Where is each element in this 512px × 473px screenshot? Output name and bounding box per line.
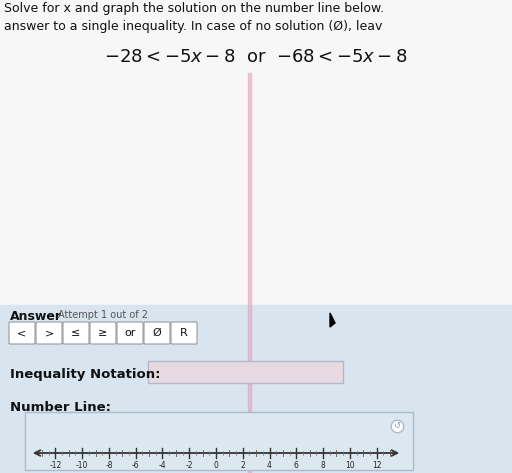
- Text: Attempt 1 out of 2: Attempt 1 out of 2: [58, 310, 148, 320]
- Text: -4: -4: [159, 461, 166, 470]
- FancyBboxPatch shape: [90, 322, 116, 344]
- Text: Answer: Answer: [10, 310, 62, 323]
- Text: Number Line:: Number Line:: [10, 401, 111, 414]
- Bar: [0, 305, 512, 473]
- Text: >: >: [45, 328, 54, 338]
- Text: <: <: [17, 328, 27, 338]
- FancyBboxPatch shape: [117, 322, 143, 344]
- Text: 2: 2: [241, 461, 245, 470]
- Text: 0: 0: [214, 461, 219, 470]
- Text: -12: -12: [49, 461, 61, 470]
- Text: 10: 10: [345, 461, 355, 470]
- FancyBboxPatch shape: [36, 322, 62, 344]
- FancyBboxPatch shape: [144, 322, 170, 344]
- Text: -8: -8: [105, 461, 113, 470]
- Text: or: or: [124, 328, 136, 338]
- Text: -10: -10: [76, 461, 89, 470]
- Bar: [148, 361, 343, 383]
- Text: ≥: ≥: [98, 328, 108, 338]
- FancyBboxPatch shape: [63, 322, 89, 344]
- Text: -2: -2: [185, 461, 193, 470]
- Text: ↺: ↺: [394, 421, 400, 430]
- Text: answer to a single inequality. In case of no solution (Ø), leav: answer to a single inequality. In case o…: [4, 20, 382, 33]
- Text: -6: -6: [132, 461, 139, 470]
- Text: R: R: [180, 328, 188, 338]
- Polygon shape: [330, 313, 335, 327]
- Text: Inequality Notation:: Inequality Notation:: [10, 368, 160, 381]
- Text: Ø: Ø: [153, 328, 161, 338]
- Text: 4: 4: [267, 461, 272, 470]
- FancyBboxPatch shape: [171, 322, 197, 344]
- Bar: [0, 0, 512, 308]
- Text: 8: 8: [321, 461, 326, 470]
- Text: $-28 < -5x - 8$  or  $-68 < -5x - 8$: $-28 < -5x - 8$ or $-68 < -5x - 8$: [104, 48, 408, 66]
- Bar: [248, 73, 251, 473]
- Text: 6: 6: [294, 461, 298, 470]
- Text: ≤: ≤: [71, 328, 81, 338]
- Text: Solve for x and graph the solution on the number line below.: Solve for x and graph the solution on th…: [4, 2, 384, 15]
- Text: 12: 12: [372, 461, 381, 470]
- Bar: [25, 412, 413, 470]
- FancyBboxPatch shape: [9, 322, 35, 344]
